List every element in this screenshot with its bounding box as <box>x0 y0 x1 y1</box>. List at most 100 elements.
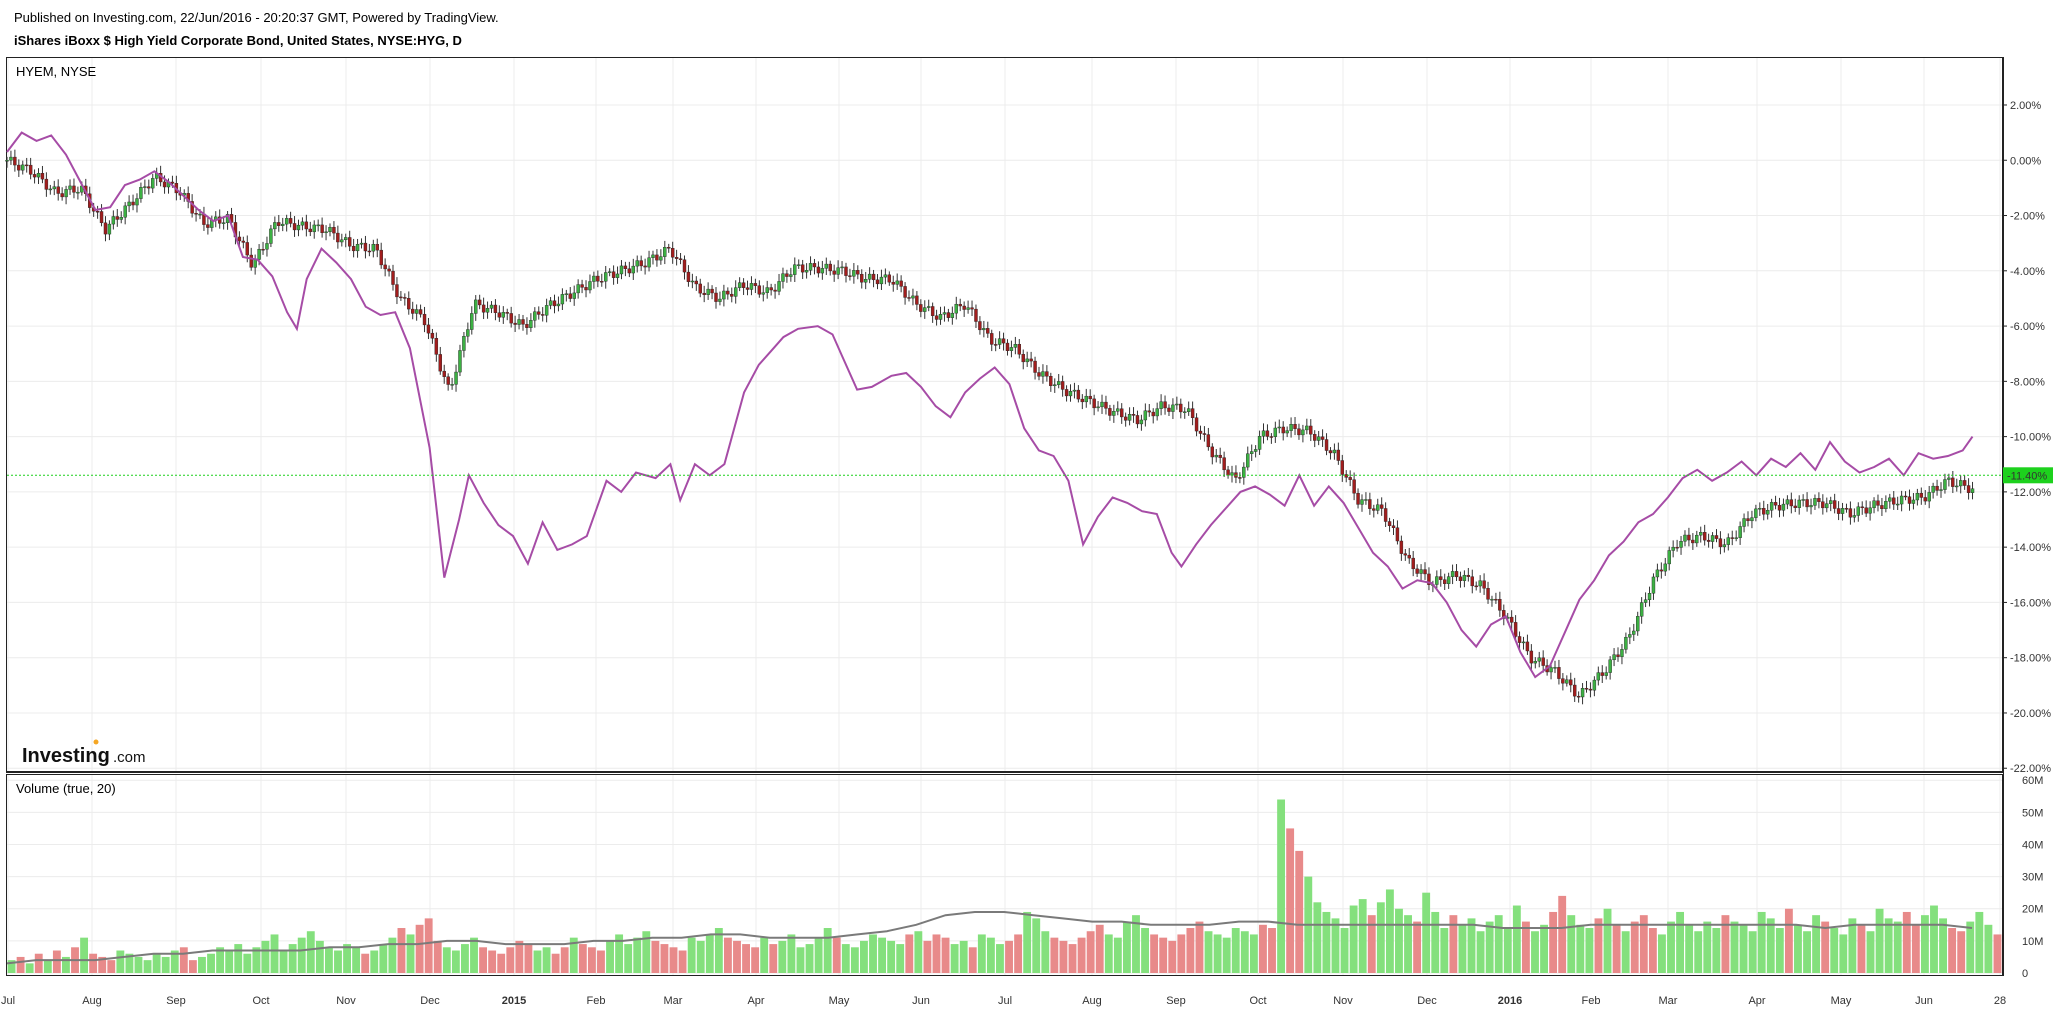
candle-body <box>497 312 502 318</box>
candle-body <box>1829 500 1833 504</box>
candle-body <box>946 312 951 318</box>
candle-body <box>277 222 281 226</box>
volume-bar <box>1839 934 1848 973</box>
candle-body <box>1549 667 1553 673</box>
candle-body <box>52 186 56 190</box>
volume-bar <box>1521 921 1530 973</box>
candle-body <box>1344 474 1348 478</box>
candle-body <box>942 312 947 315</box>
candle-body <box>1372 508 1376 511</box>
volume-bar <box>1920 915 1929 973</box>
candle-body <box>269 228 273 244</box>
candle-body <box>1966 485 1971 493</box>
candle-body <box>1687 534 1691 541</box>
volume-bar <box>125 953 134 973</box>
price-axis-ticks: 2.00% 0.00% -2.00% -4.00% -6.00% -8.00% -10.00… <box>2002 100 2051 775</box>
candle-body <box>1592 679 1597 691</box>
volume-bar <box>1195 921 1204 973</box>
candle-body <box>1754 508 1758 518</box>
candle-body <box>667 247 671 249</box>
candle-body <box>1435 576 1439 585</box>
volume-bar <box>198 956 206 973</box>
y-tick-label: -16.00% <box>2010 597 2051 609</box>
volume-bar <box>89 953 98 973</box>
x-tick-label: Apr <box>747 995 764 1007</box>
candle-body <box>1892 497 1896 505</box>
y-tick-label: -18.00% <box>2010 653 2051 665</box>
candle-body <box>1360 499 1364 505</box>
candle-body <box>623 265 628 269</box>
x-tick-label: Aug <box>82 995 102 1007</box>
candle-body <box>1443 579 1447 584</box>
volume-bar <box>179 947 188 973</box>
volume-bar <box>479 947 488 973</box>
candle-body <box>844 266 848 276</box>
volume-bar <box>1503 928 1512 973</box>
volume-bar <box>1685 924 1694 973</box>
candle-body <box>1750 517 1754 522</box>
volume-bar <box>1948 928 1957 973</box>
candle-body <box>1663 563 1667 572</box>
volume-bar <box>1132 915 1140 973</box>
volume-bar <box>1141 928 1149 973</box>
candle-body <box>1352 479 1356 494</box>
volume-bar <box>678 950 687 973</box>
volume-bar <box>1086 931 1095 973</box>
candle-body <box>1888 497 1892 502</box>
candle-body <box>639 260 643 267</box>
volume-axis-ticks: 60M 50M 40M 30M 20M 10M 0 <box>2022 775 2043 980</box>
volume-bar <box>1313 902 1322 973</box>
candle-body <box>670 248 675 258</box>
candle-body <box>351 246 356 252</box>
volume-bar <box>796 947 805 973</box>
candle-body <box>820 268 825 274</box>
candle-body <box>1064 389 1069 397</box>
volume-bar <box>1467 918 1476 973</box>
candle-body <box>1446 576 1451 584</box>
volume-bar <box>1512 905 1521 973</box>
volume-bar <box>7 960 16 973</box>
volume-bar <box>551 953 560 973</box>
candle-body <box>48 188 53 191</box>
candle-body <box>44 178 49 190</box>
volume-bar <box>207 953 215 973</box>
candle-body <box>1088 395 1092 400</box>
candle-body <box>1226 469 1230 476</box>
y-tick-label: 2.00% <box>2010 100 2041 112</box>
candle-body <box>741 282 746 288</box>
candle-body <box>383 264 387 270</box>
candle-body <box>1612 654 1616 661</box>
candle-body <box>379 249 383 266</box>
volume-bar <box>52 950 61 973</box>
candle-body <box>970 307 974 310</box>
candle-body <box>414 309 419 314</box>
candle-body <box>903 286 907 298</box>
candle-body <box>1116 408 1120 412</box>
candle-body <box>1293 424 1297 429</box>
candle-body <box>1368 499 1372 509</box>
volume-bar <box>1667 921 1675 973</box>
volume-bar <box>1975 911 1984 973</box>
volume-bar <box>1385 889 1394 973</box>
candle-body <box>1651 576 1656 594</box>
candle-body <box>1714 535 1719 539</box>
y-tick-label: -8.00% <box>2010 376 2045 388</box>
volume-bar <box>696 940 705 973</box>
volume-bar <box>841 944 850 973</box>
candle-body <box>21 164 25 171</box>
candle-body <box>907 297 911 299</box>
volume-bar <box>597 950 605 973</box>
volume-bar <box>751 947 760 973</box>
candle-body <box>1222 457 1226 471</box>
volume-bar <box>633 937 642 973</box>
candle-body <box>1009 347 1014 351</box>
candle-body <box>1880 505 1884 510</box>
volume-bar <box>587 947 596 973</box>
volume-bar <box>733 940 741 973</box>
candle-body <box>588 281 592 291</box>
candle-body <box>1848 508 1853 518</box>
volume-bar <box>1993 934 2002 973</box>
candle-body <box>1655 569 1660 578</box>
candle-body <box>1198 430 1203 434</box>
